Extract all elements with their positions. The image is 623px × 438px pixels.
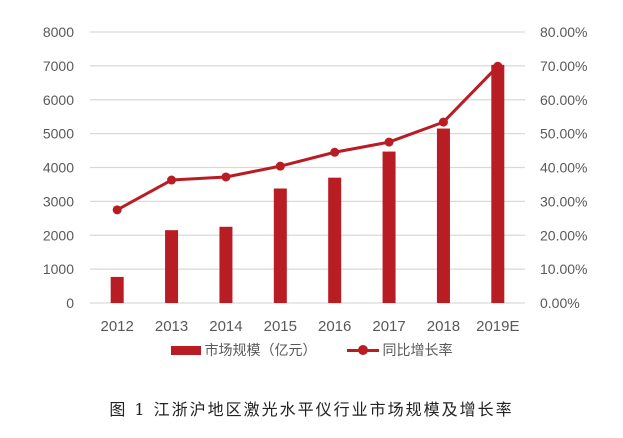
left-axis-tick: 6000 xyxy=(43,92,74,108)
right-axis-tick: 0.00% xyxy=(540,295,580,311)
x-axis-tick: 2016 xyxy=(318,318,351,335)
legend-item-market-size: 市场规模（亿元） xyxy=(170,340,317,360)
left-axis-tick: 4000 xyxy=(43,160,74,176)
x-axis-tick: 2012 xyxy=(101,318,134,335)
bar-2017 xyxy=(382,151,396,303)
legend-label-growth-rate: 同比增长率 xyxy=(382,343,453,359)
bar-2012 xyxy=(110,276,124,303)
line-marker-2019E xyxy=(493,61,503,71)
bar-2013 xyxy=(165,230,179,303)
left-axis-tick: 0 xyxy=(66,295,74,311)
right-axis-tick: 10.00% xyxy=(540,261,587,277)
x-axis-tick: 2013 xyxy=(155,318,188,335)
line-marker-2016 xyxy=(330,147,340,157)
figure-caption: 图 1 江浙沪地区激光水平仪行业市场规模及增长率 xyxy=(109,400,514,419)
legend-item-growth-rate: 同比增长率 xyxy=(346,340,453,360)
bar-2015 xyxy=(273,188,287,303)
combo-chart: 0 1000 2000 3000 4000 5000 6000 7000 8000 0.00% 10… xyxy=(43,24,588,335)
line-marker-2015 xyxy=(275,161,285,171)
line-marker-2017 xyxy=(384,137,394,147)
line-marker-2012 xyxy=(112,205,122,215)
right-axis-tick: 60.00% xyxy=(540,92,587,108)
left-axis-tick: 1000 xyxy=(43,261,74,277)
left-axis-tick: 8000 xyxy=(43,24,74,40)
line-marker-2013 xyxy=(167,175,177,185)
x-axis-tick: 2017 xyxy=(372,318,405,335)
right-axis-tick: 50.00% xyxy=(540,126,587,142)
growth-rate-line xyxy=(116,65,499,212)
legend-label-market-size: 市场规模（亿元） xyxy=(204,343,317,359)
right-axis-tick: 20.00% xyxy=(540,227,587,243)
x-axis-tick: 2019E xyxy=(476,318,519,335)
x-axis-tick: 2018 xyxy=(427,318,460,335)
left-axis-tick: 3000 xyxy=(43,193,74,209)
line-marker-2018 xyxy=(438,117,448,127)
bar-swatch-icon xyxy=(170,345,201,355)
line-marker-swatch-icon xyxy=(346,345,379,355)
bar-2016 xyxy=(328,177,342,303)
left-axis-tick: 5000 xyxy=(43,126,74,142)
x-axis-tick: 2015 xyxy=(264,318,297,335)
right-axis-tick: 30.00% xyxy=(540,193,587,209)
left-axis-tick: 2000 xyxy=(43,227,74,243)
left-axis-tick: 7000 xyxy=(43,58,74,74)
right-axis-tick: 40.00% xyxy=(540,160,587,176)
chart-legend: 市场规模（亿元） 同比增长率 xyxy=(0,340,623,360)
right-axis-tick: 70.00% xyxy=(540,58,587,74)
x-axis-tick: 2014 xyxy=(209,318,242,335)
bar-2019E xyxy=(491,64,505,303)
bar-2018 xyxy=(436,128,450,303)
line-marker-2014 xyxy=(221,172,231,182)
bar-2014 xyxy=(219,226,233,303)
right-axis-tick: 80.00% xyxy=(540,24,587,40)
